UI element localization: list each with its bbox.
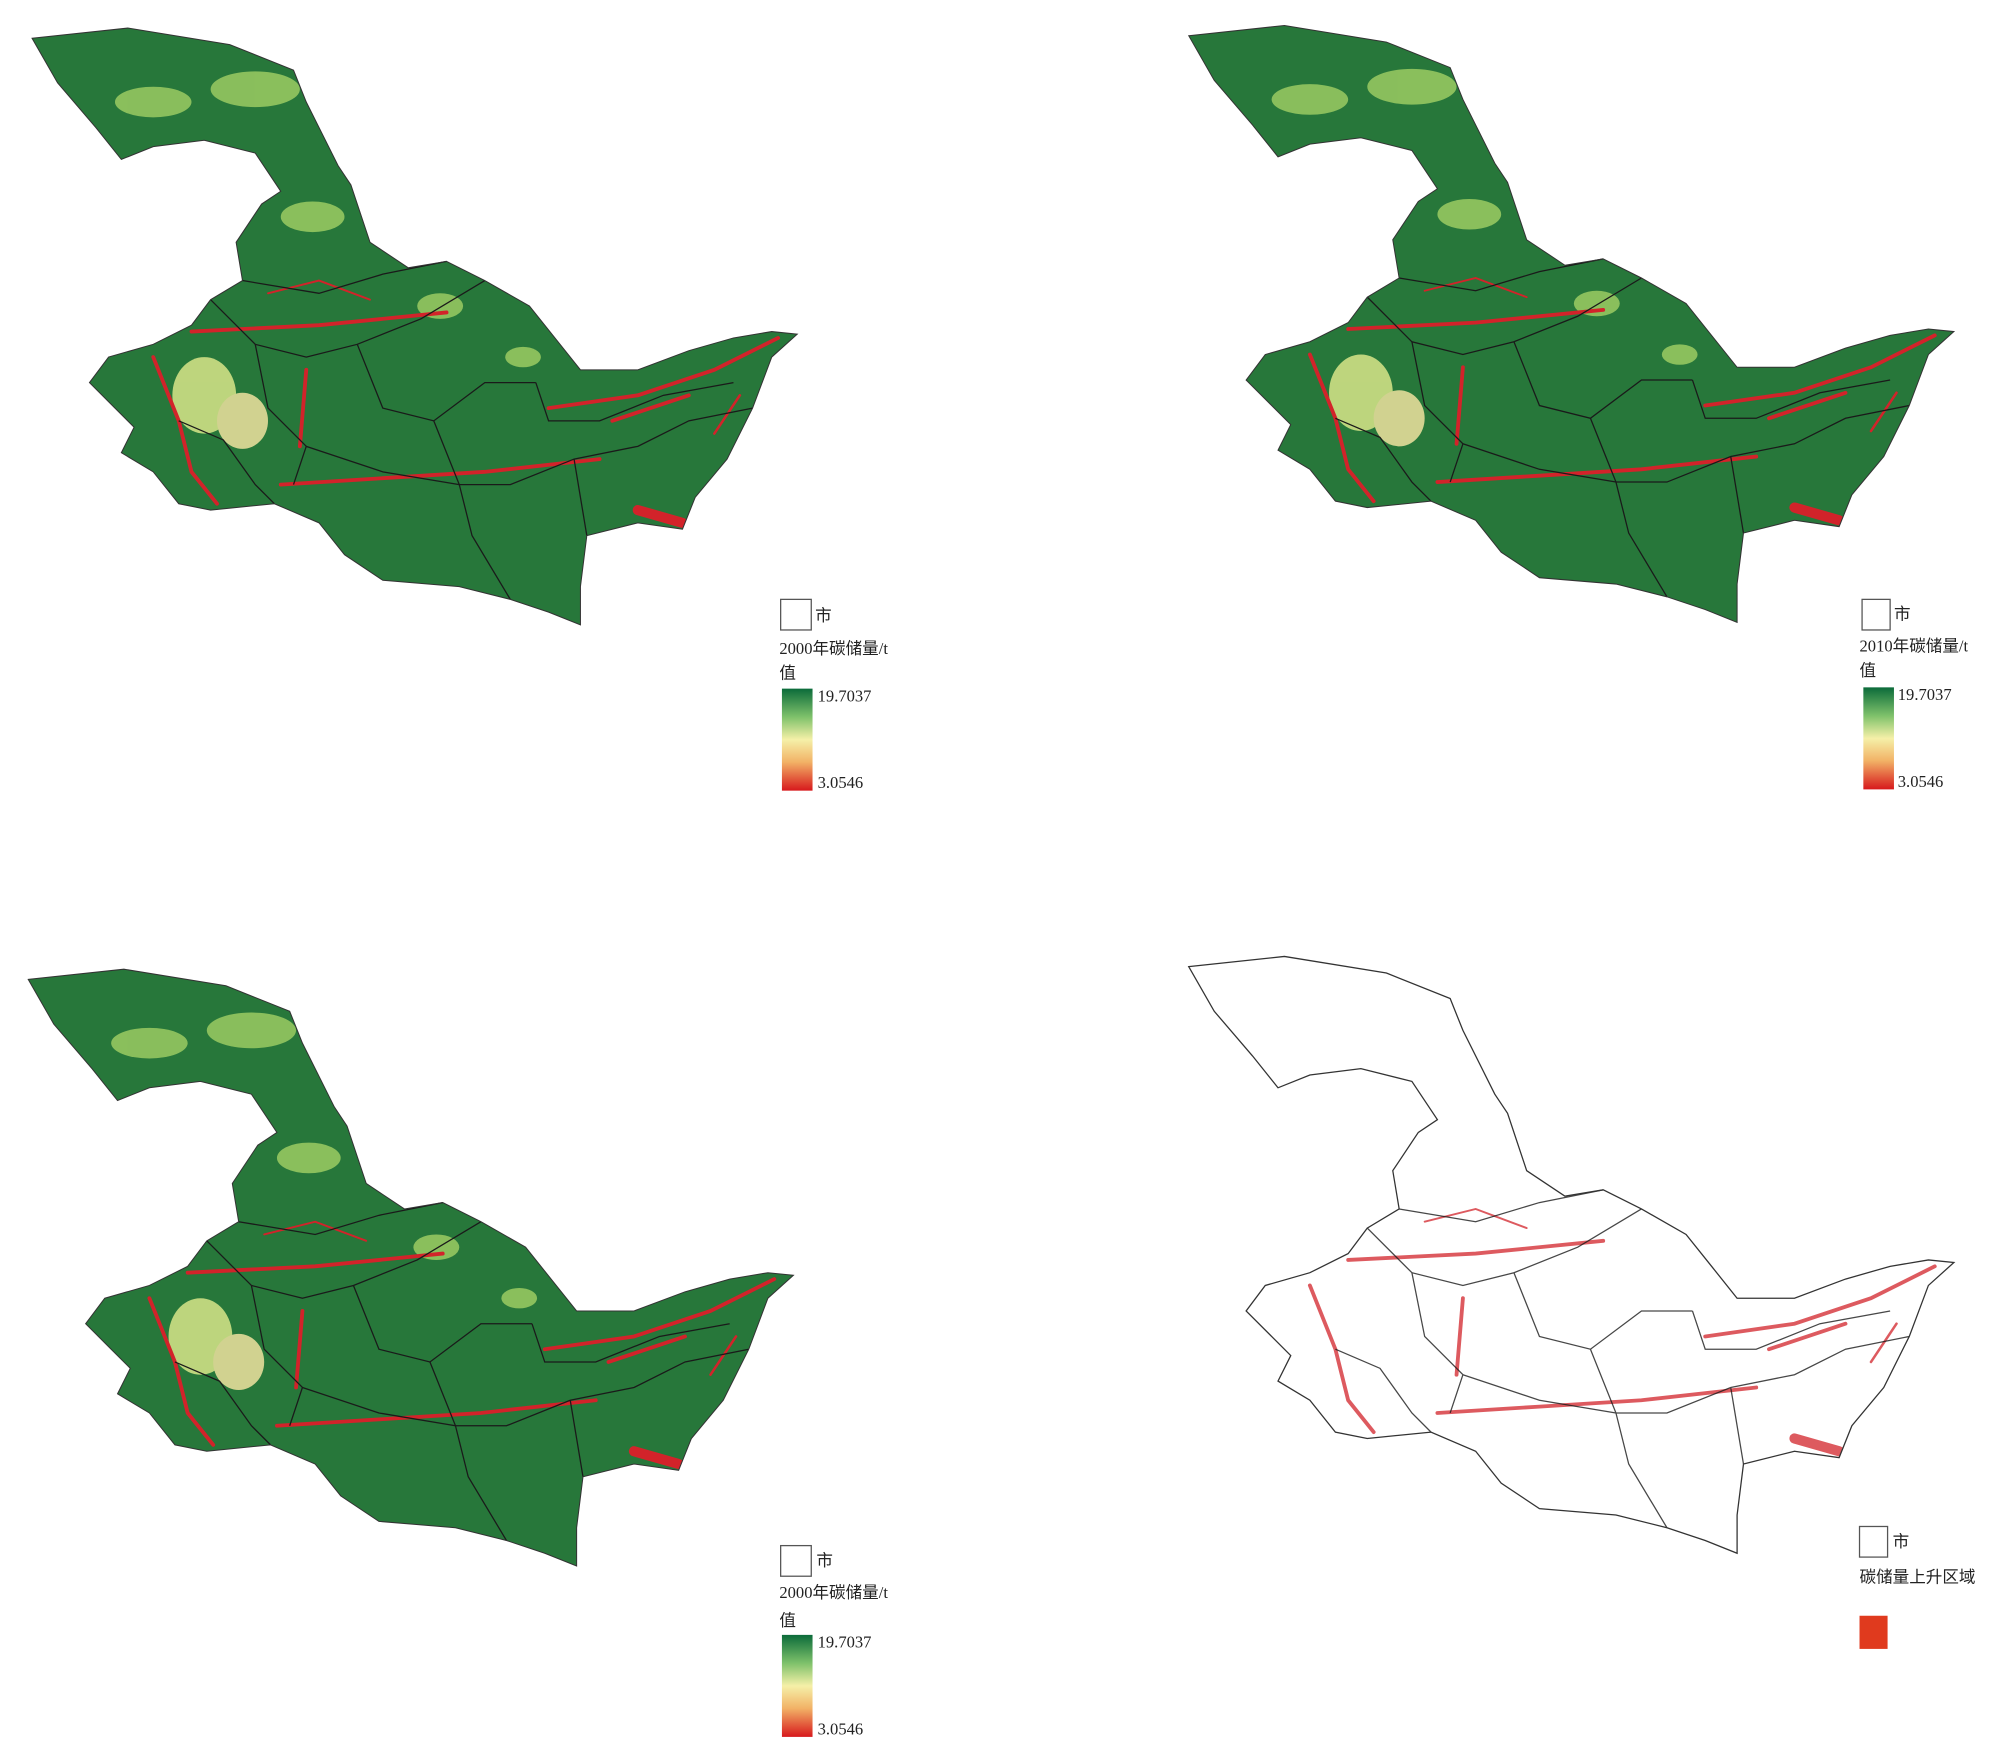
legend-boundary: 市 — [816, 1551, 833, 1570]
color-ramp — [781, 688, 813, 791]
increase-swatch — [1859, 1615, 1888, 1649]
legend-title: 2010年碳储量/t — [1860, 637, 1969, 656]
legend-min: 3.0546 — [818, 1719, 864, 1738]
color-ramp — [1863, 687, 1894, 790]
province-fill — [1188, 956, 1954, 1554]
map-panel: 市 2010年碳储量/t 值 19.7037 3.0546 — [1188, 24, 1969, 791]
boundary-swatch — [780, 598, 812, 631]
boundary-swatch — [780, 1544, 812, 1577]
legend-max: 19.7037 — [818, 1633, 872, 1652]
color-ramp — [781, 1634, 813, 1737]
legend-boundary: 市 — [1894, 605, 1911, 624]
legend-value-label: 值 — [1860, 661, 1877, 680]
map-panel: 市 2000年碳储量/t 值 19.7037 3.0546 — [31, 27, 888, 792]
legend-boundary: 市 — [1893, 1532, 1910, 1551]
map-panel: 市 碳储量上升区域 — [1188, 955, 1976, 1649]
boundary-swatch — [1858, 1525, 1889, 1558]
legend-max: 19.7037 — [818, 686, 872, 705]
province-fill — [28, 969, 794, 1567]
legend-title: 2000年碳储量/t — [779, 639, 888, 658]
legend-min: 3.0546 — [818, 773, 864, 792]
legend-value-label: 值 — [779, 1611, 796, 1630]
legend-min: 3.0546 — [1898, 772, 1944, 791]
province-fill — [1188, 25, 1954, 623]
legend-value-label: 值 — [779, 663, 796, 682]
map-panel: 市 2000年碳储量/t 值 19.7037 3.0546 — [27, 968, 888, 1738]
boundary-swatch — [1861, 598, 1891, 631]
province-fill — [32, 28, 798, 625]
legend-title: 2000年碳储量/t — [779, 1583, 888, 1602]
legend-boundary: 市 — [815, 606, 832, 625]
legend-title: 碳储量上升区域 — [1860, 1568, 1976, 1587]
legend-max: 19.7037 — [1898, 685, 1952, 704]
